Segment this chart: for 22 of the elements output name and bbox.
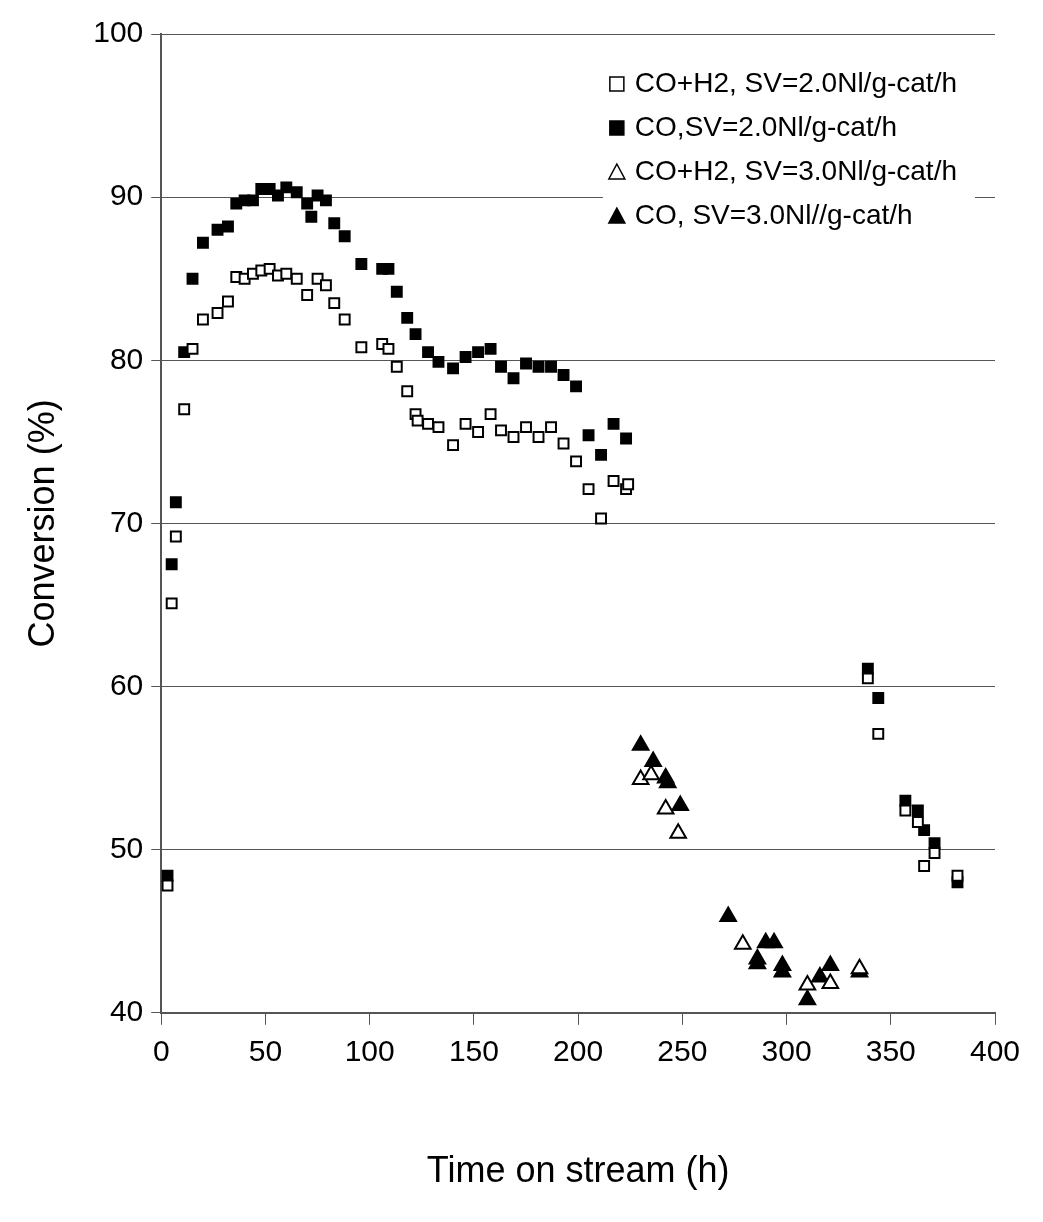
x-tick-label: 100 xyxy=(344,1034,395,1068)
x-axis-title: Time on stream (h) xyxy=(426,1149,730,1191)
y-tick-label: 40 xyxy=(109,994,144,1028)
x-tick-label: 200 xyxy=(553,1034,604,1068)
legend-label: CO+H2, SV=3.0Nl/g-cat/h xyxy=(634,154,958,186)
legend-label: CO+H2, SV=2.0Nl/g-cat/h xyxy=(634,66,958,98)
y-tick-label: 60 xyxy=(109,667,144,701)
x-tick-label: 250 xyxy=(657,1034,708,1068)
x-tick-label: 0 xyxy=(152,1034,170,1068)
y-tick-label: 70 xyxy=(109,504,144,538)
y-axis-title: Conversion (%) xyxy=(20,399,62,648)
x-tick-label: 150 xyxy=(448,1034,499,1068)
legend-label: CO,SV=2.0Nl/g-cat/h xyxy=(634,110,898,142)
x-tick-label: 300 xyxy=(761,1034,812,1068)
y-tick-label: 50 xyxy=(109,830,144,864)
y-tick-label: 80 xyxy=(109,341,144,375)
x-tick-label: 50 xyxy=(248,1034,283,1068)
x-tick-label: 400 xyxy=(969,1034,1021,1068)
y-tick-label: 100 xyxy=(93,15,144,49)
x-tick-label: 350 xyxy=(865,1034,916,1068)
legend-label: CO, SV=3.0Nl//g-cat/h xyxy=(634,198,913,230)
y-tick-label: 90 xyxy=(109,178,144,212)
